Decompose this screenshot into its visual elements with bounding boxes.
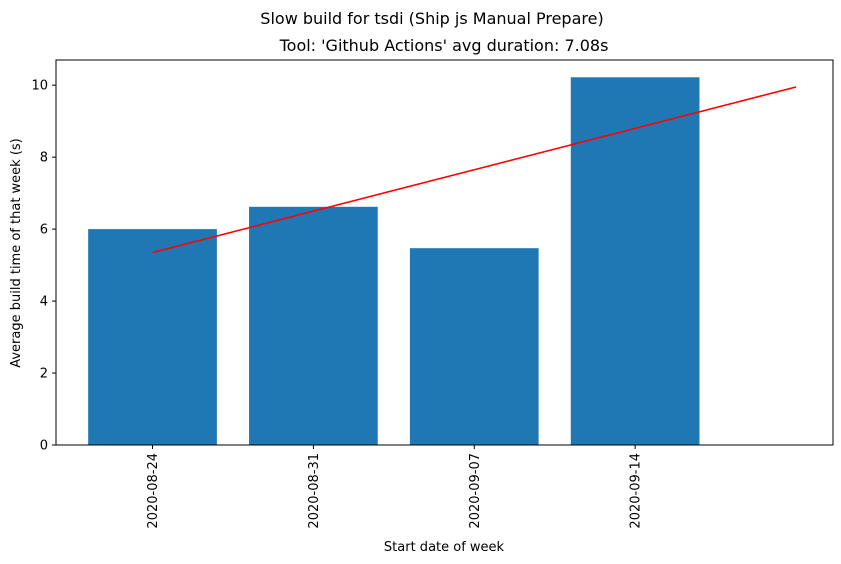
y-tick-label: 2 (40, 367, 48, 382)
y-tick-label: 8 (40, 151, 48, 166)
x-tick-label: 2020-08-31 (307, 453, 322, 529)
bar-2020-09-07 (409, 248, 539, 445)
y-tick-label: 6 (40, 223, 48, 238)
x-tick-label: 2020-09-07 (468, 453, 483, 529)
y-tick-label: 0 (40, 439, 48, 454)
y-tick-label: 4 (40, 295, 48, 310)
chart-title: Tool: 'Github Actions' avg duration: 7.0… (279, 36, 609, 55)
plot-frame (55, 59, 834, 446)
bar-2020-08-24 (88, 229, 217, 445)
bar-2020-09-14 (570, 77, 700, 445)
trendline-group (152, 86, 797, 254)
x-tick-label: 2020-09-14 (629, 453, 644, 529)
y-ticks: 0 2 4 6 8 10 (31, 79, 56, 454)
x-tick-label: 2020-08-24 (146, 453, 161, 529)
y-tick-label: 10 (31, 79, 48, 94)
x-ticks: 2020-08-24 2020-08-31 2020-09-07 2020-09-14 (146, 445, 644, 529)
chart-suptitle: Slow build for tsdi (Ship js Manual Prep… (260, 9, 603, 28)
trendline (152, 86, 797, 254)
bar-2020-08-31 (249, 206, 378, 445)
bars-group (88, 77, 700, 445)
y-axis-label: Average build time of that week (s) (9, 138, 24, 368)
x-axis-label: Start date of week (384, 540, 505, 555)
